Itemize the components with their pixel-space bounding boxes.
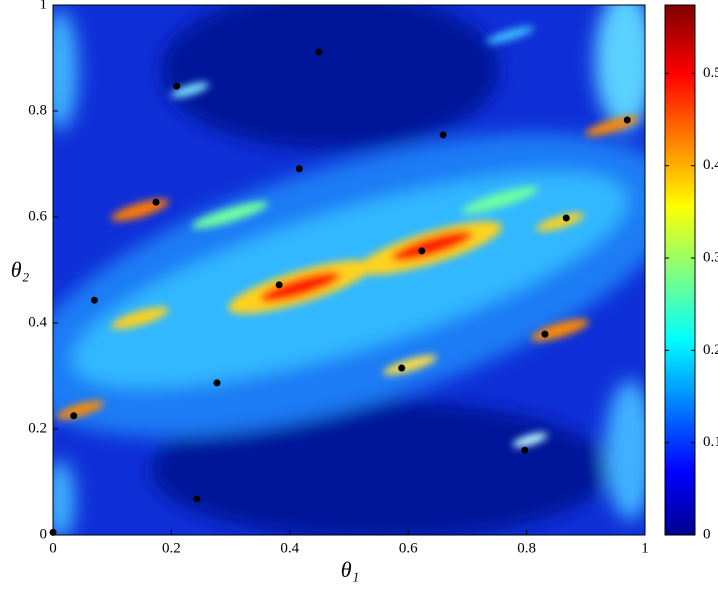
point — [439, 131, 447, 139]
point — [315, 48, 323, 56]
point — [418, 247, 426, 255]
y-tick-label: 1 — [40, 0, 48, 12]
point — [541, 330, 549, 338]
plot-frame — [52, 4, 646, 536]
x-tick-label: 0.2 — [162, 540, 181, 556]
point — [623, 116, 631, 124]
colorbar-tick-label: 0.5 — [703, 65, 718, 81]
y-axis-label: θ₂ — [11, 257, 30, 282]
x-tick-label: 0 — [49, 540, 57, 556]
y-tick-label: 0.6 — [28, 208, 47, 224]
colorbar-tick-label: 0.3 — [703, 249, 718, 265]
x-tick-label: 0.4 — [280, 540, 299, 556]
point — [173, 82, 181, 90]
point — [295, 165, 303, 173]
point — [193, 495, 201, 503]
colorbar-tick-label: 0.2 — [703, 342, 718, 358]
y-tick-label: 0.4 — [28, 314, 47, 330]
point — [275, 281, 283, 289]
point — [90, 296, 98, 304]
x-tick-label: 0.8 — [517, 540, 536, 556]
point — [521, 446, 529, 454]
y-tick-label: 0 — [40, 526, 48, 542]
x-tick-label: 0.6 — [399, 540, 418, 556]
point — [49, 528, 57, 536]
point — [398, 364, 406, 372]
heatmap — [53, 5, 645, 535]
point — [70, 412, 78, 420]
colorbar-tick-label: 0.4 — [703, 157, 718, 173]
y-tick-label: 0.8 — [28, 102, 47, 118]
point — [152, 198, 160, 206]
point — [213, 379, 221, 387]
point — [562, 214, 570, 222]
colorbar — [664, 4, 696, 536]
colorbar-tick-label: 0 — [703, 526, 711, 542]
colorbar-tick-label: 0.1 — [703, 434, 718, 450]
x-axis-label: θ₁ — [341, 557, 359, 582]
x-tick-label: 1 — [641, 540, 649, 556]
y-tick-label: 0.2 — [28, 420, 47, 436]
